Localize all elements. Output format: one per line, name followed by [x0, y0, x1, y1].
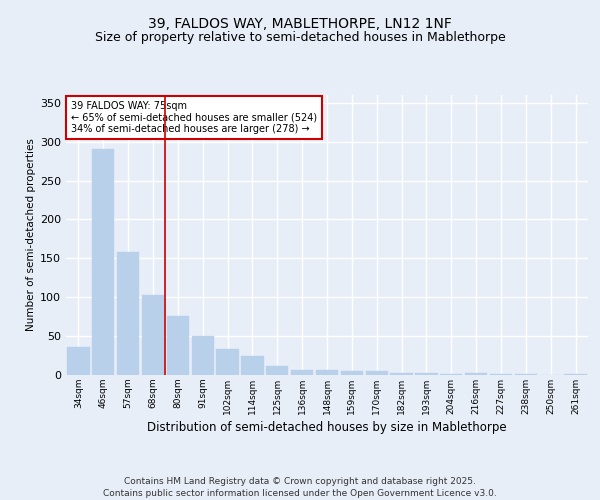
- Y-axis label: Number of semi-detached properties: Number of semi-detached properties: [26, 138, 36, 332]
- Text: 39, FALDOS WAY, MABLETHORPE, LN12 1NF: 39, FALDOS WAY, MABLETHORPE, LN12 1NF: [148, 18, 452, 32]
- Text: Size of property relative to semi-detached houses in Mablethorpe: Size of property relative to semi-detach…: [95, 31, 505, 44]
- Bar: [341, 371, 363, 375]
- Bar: [266, 366, 289, 375]
- Text: Contains HM Land Registry data © Crown copyright and database right 2025.
Contai: Contains HM Land Registry data © Crown c…: [103, 476, 497, 498]
- Bar: [515, 374, 537, 375]
- Bar: [67, 347, 89, 375]
- Bar: [167, 316, 189, 375]
- Bar: [92, 150, 115, 375]
- Bar: [440, 374, 463, 375]
- Bar: [565, 374, 587, 375]
- Bar: [241, 356, 263, 375]
- Bar: [465, 374, 487, 375]
- X-axis label: Distribution of semi-detached houses by size in Mablethorpe: Distribution of semi-detached houses by …: [147, 421, 507, 434]
- Bar: [490, 374, 512, 375]
- Bar: [217, 348, 239, 375]
- Bar: [117, 252, 139, 375]
- Bar: [142, 295, 164, 375]
- Bar: [365, 371, 388, 375]
- Bar: [415, 374, 437, 375]
- Bar: [316, 370, 338, 375]
- Text: 39 FALDOS WAY: 75sqm
← 65% of semi-detached houses are smaller (524)
34% of semi: 39 FALDOS WAY: 75sqm ← 65% of semi-detac…: [71, 100, 317, 134]
- Bar: [191, 336, 214, 375]
- Bar: [291, 370, 313, 375]
- Bar: [391, 372, 413, 375]
